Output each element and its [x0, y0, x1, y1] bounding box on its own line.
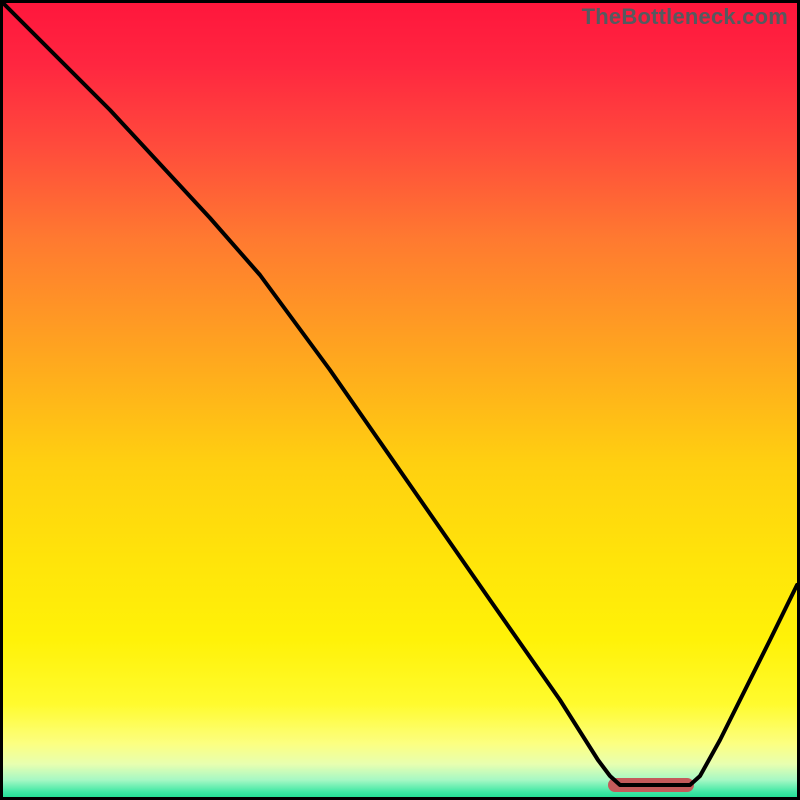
chart-overlay [0, 0, 800, 800]
chart-stage: TheBottleneck.com [0, 0, 800, 800]
bottleneck-curve [3, 3, 797, 785]
